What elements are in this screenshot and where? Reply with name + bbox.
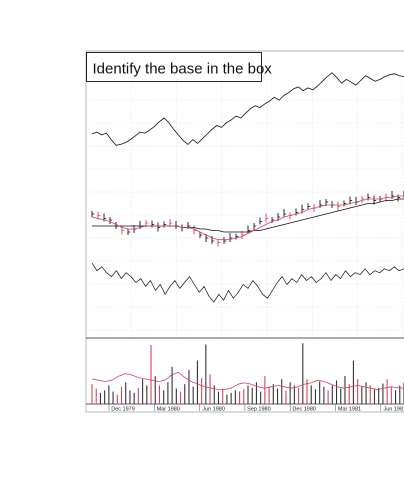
lower-line-layer — [91, 262, 404, 303]
x-tick-label: Jun 1981 — [383, 407, 404, 413]
volume-layer — [91, 343, 404, 404]
title-box — [86, 52, 262, 82]
grid-layer — [86, 82, 404, 338]
x-tick-label: Jun 1980 — [202, 407, 225, 413]
x-tick-label: Mar 1980 — [157, 407, 180, 413]
chart-frame — [85, 50, 404, 413]
x-tick-label: Mar 1981 — [338, 407, 361, 413]
moving-average-short-line — [91, 195, 404, 240]
moving-average-long-line — [92, 198, 404, 233]
x-tick-layer: Dec 1979 Mar 1980 Jun 1980 Sep 1980 Dec 1980… — [108, 404, 404, 413]
chart-title: Identify the base in the box — [93, 61, 273, 78]
x-tick-label: Dec 1980 — [292, 407, 316, 413]
volume-average-line — [91, 371, 404, 390]
x-tick-label: Sep 1980 — [247, 407, 271, 413]
upper-series-line — [91, 72, 404, 146]
x-tick-label: Dec 1979 — [111, 407, 135, 413]
price-layer — [91, 190, 404, 247]
lower-series-line — [91, 262, 404, 303]
upper-line-layer — [91, 72, 404, 146]
